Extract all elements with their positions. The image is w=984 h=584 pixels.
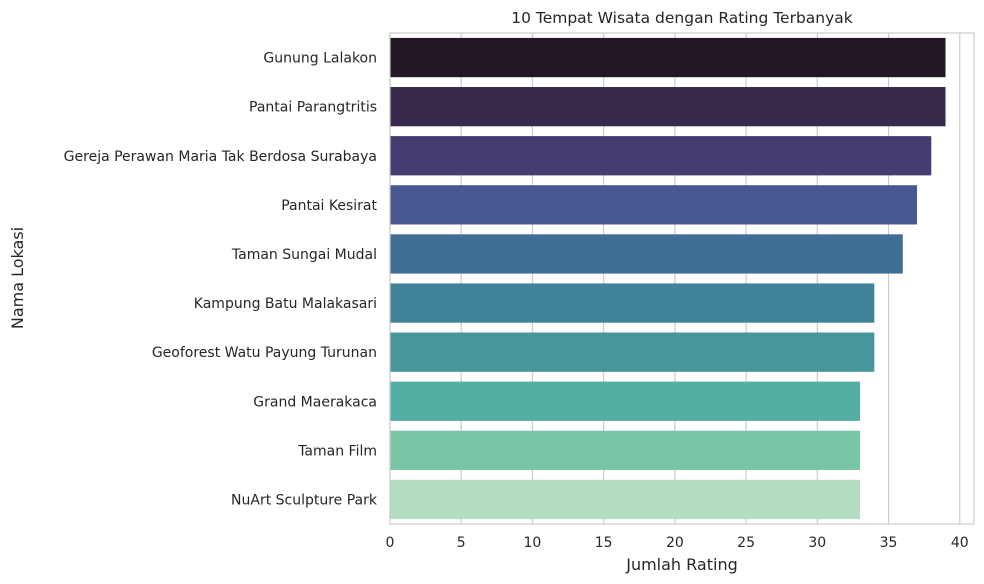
bar [390,234,903,274]
y-tick-label: Gereja Perawan Maria Tak Berdosa Surabay… [64,149,377,165]
bar [390,332,875,372]
plot-frame [389,32,975,525]
bar [390,479,861,520]
x-tick-label: 10 [524,535,542,551]
bar [390,283,875,323]
bar [390,37,946,78]
x-tick-labels: 0 5 10 15 20 25 30 35 40 [386,535,969,551]
x-tick-label: 20 [666,535,684,551]
bar [390,185,918,225]
bar [390,136,932,176]
y-tick-label: NuArt Sculpture Park [231,492,378,508]
y-tick-label: Kampung Batu Malakasari [194,296,377,312]
y-tick-label: Pantai Parangtritis [249,100,377,116]
x-tick-label: 30 [808,535,826,551]
x-tick-label: 35 [880,535,898,551]
y-tick-label: Grand Maerakaca [253,394,377,410]
y-tick-label: Geoforest Watu Payung Turunan [152,345,377,361]
x-tick-label: 25 [737,535,755,551]
x-tick-label: 15 [595,535,613,551]
bars [390,37,946,520]
bar [390,87,946,127]
y-tick-label: Pantai Kesirat [281,198,377,214]
x-axis-title: Jumlah Rating [625,555,738,574]
y-tick-labels: Gunung Lalakon Pantai Parangtritis Gereja … [64,51,378,509]
y-axis-title: Nama Lokasi [8,227,27,329]
y-tick-label: Taman Film [297,443,377,459]
x-tick-label: 40 [951,535,969,551]
y-tick-label: Gunung Lalakon [263,51,377,67]
y-tick-label: Taman Sungai Mudal [231,247,377,263]
bar [390,430,861,470]
x-tick-label: 5 [457,535,466,551]
bar [390,381,861,421]
chart-title: 10 Tempat Wisata dengan Rating Terbanyak [511,9,853,27]
x-tick-label: 0 [386,535,395,551]
